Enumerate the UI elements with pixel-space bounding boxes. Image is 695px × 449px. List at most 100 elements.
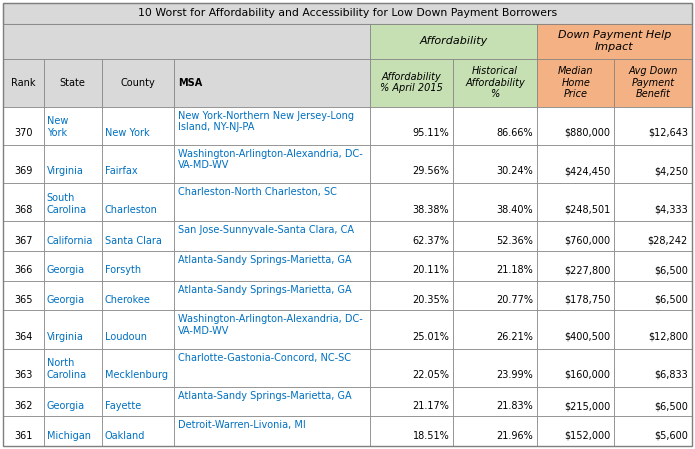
Text: San Jose-Sunnyvale-Santa Clara, CA: San Jose-Sunnyvale-Santa Clara, CA: [178, 225, 354, 235]
Text: MSA: MSA: [178, 78, 202, 88]
Text: 23.99%: 23.99%: [496, 370, 533, 380]
Text: Avg Down
Payment
Benefit: Avg Down Payment Benefit: [628, 66, 678, 99]
Text: 21.96%: 21.96%: [496, 431, 533, 440]
Text: Fayette: Fayette: [105, 401, 141, 411]
Bar: [3, 221, 44, 251]
Text: Georgia: Georgia: [47, 401, 85, 411]
Text: Michigan: Michigan: [47, 431, 90, 440]
Bar: [370, 183, 453, 221]
Bar: [44, 59, 101, 106]
Bar: [614, 106, 692, 145]
Text: Affordability: Affordability: [419, 36, 487, 46]
Bar: [44, 221, 101, 251]
Bar: [3, 310, 44, 348]
Text: 20.35%: 20.35%: [412, 295, 449, 305]
Text: 38.40%: 38.40%: [496, 205, 533, 215]
Text: $152,000: $152,000: [564, 431, 610, 440]
Text: Charleston-North Charleston, SC: Charleston-North Charleston, SC: [178, 187, 337, 197]
Bar: [101, 221, 174, 251]
Text: $12,800: $12,800: [648, 332, 688, 342]
Bar: [537, 183, 614, 221]
Bar: [614, 310, 692, 348]
Text: Affordability
% April 2015: Affordability % April 2015: [380, 72, 443, 93]
Text: 86.66%: 86.66%: [496, 128, 533, 138]
Bar: [174, 387, 370, 416]
Text: North
Carolina: North Carolina: [47, 358, 87, 380]
Bar: [44, 416, 101, 446]
Bar: [537, 221, 614, 251]
Bar: [174, 106, 370, 145]
Text: 29.56%: 29.56%: [412, 166, 449, 176]
Bar: [44, 281, 101, 310]
Text: Down Payment Help
Impact: Down Payment Help Impact: [558, 31, 671, 52]
Bar: [453, 221, 537, 251]
Text: Georgia: Georgia: [47, 295, 85, 305]
Bar: [101, 387, 174, 416]
Bar: [370, 106, 453, 145]
Text: 366: 366: [14, 265, 33, 275]
Text: 21.83%: 21.83%: [496, 401, 533, 411]
Bar: [44, 183, 101, 221]
Bar: [174, 416, 370, 446]
Bar: [370, 281, 453, 310]
Text: South
Carolina: South Carolina: [47, 193, 87, 215]
Text: Detroit-Warren-Livonia, MI: Detroit-Warren-Livonia, MI: [178, 420, 306, 431]
Bar: [370, 416, 453, 446]
Text: Loudoun: Loudoun: [105, 332, 147, 342]
Bar: [537, 348, 614, 387]
Bar: [3, 59, 44, 106]
Bar: [101, 59, 174, 106]
Text: Atlanta-Sandy Springs-Marietta, GA: Atlanta-Sandy Springs-Marietta, GA: [178, 255, 352, 265]
Bar: [370, 251, 453, 281]
Text: Washington-Arlington-Alexandria, DC-
VA-MD-WV: Washington-Arlington-Alexandria, DC- VA-…: [178, 314, 363, 336]
Text: Cherokee: Cherokee: [105, 295, 151, 305]
Bar: [614, 416, 692, 446]
Bar: [101, 310, 174, 348]
Bar: [453, 387, 537, 416]
Text: 18.51%: 18.51%: [412, 431, 449, 440]
Bar: [174, 221, 370, 251]
Bar: [174, 310, 370, 348]
Text: $424,450: $424,450: [564, 166, 610, 176]
Text: Mecklenburg: Mecklenburg: [105, 370, 167, 380]
Bar: [614, 59, 692, 106]
Bar: [44, 387, 101, 416]
Text: 370: 370: [14, 128, 33, 138]
Text: Forsyth: Forsyth: [105, 265, 141, 275]
Bar: [3, 281, 44, 310]
Text: Georgia: Georgia: [47, 265, 85, 275]
Bar: [370, 145, 453, 183]
Bar: [174, 145, 370, 183]
Text: Fairfax: Fairfax: [105, 166, 138, 176]
Text: Washington-Arlington-Alexandria, DC-
VA-MD-WV: Washington-Arlington-Alexandria, DC- VA-…: [178, 149, 363, 171]
Text: 363: 363: [14, 370, 33, 380]
Text: 38.38%: 38.38%: [413, 205, 449, 215]
Bar: [537, 59, 614, 106]
Bar: [3, 251, 44, 281]
Text: New York-Northern New Jersey-Long
Island, NY-NJ-PA: New York-Northern New Jersey-Long Island…: [178, 110, 354, 132]
Bar: [101, 251, 174, 281]
Bar: [44, 251, 101, 281]
Bar: [3, 106, 44, 145]
Text: $6,500: $6,500: [654, 401, 688, 411]
Bar: [537, 310, 614, 348]
Text: 367: 367: [14, 236, 33, 246]
Text: $227,800: $227,800: [564, 265, 610, 275]
Text: $400,500: $400,500: [564, 332, 610, 342]
Bar: [101, 106, 174, 145]
Text: Atlanta-Sandy Springs-Marietta, GA: Atlanta-Sandy Springs-Marietta, GA: [178, 285, 352, 295]
Text: 369: 369: [14, 166, 33, 176]
Bar: [614, 221, 692, 251]
Text: $160,000: $160,000: [564, 370, 610, 380]
Text: $215,000: $215,000: [564, 401, 610, 411]
Bar: [614, 251, 692, 281]
Text: $12,643: $12,643: [648, 128, 688, 138]
Text: 21.18%: 21.18%: [496, 265, 533, 275]
Text: 20.11%: 20.11%: [412, 265, 449, 275]
Bar: [537, 106, 614, 145]
Bar: [370, 348, 453, 387]
Text: $6,500: $6,500: [654, 265, 688, 275]
Bar: [174, 348, 370, 387]
Text: 26.21%: 26.21%: [496, 332, 533, 342]
Text: 364: 364: [14, 332, 33, 342]
